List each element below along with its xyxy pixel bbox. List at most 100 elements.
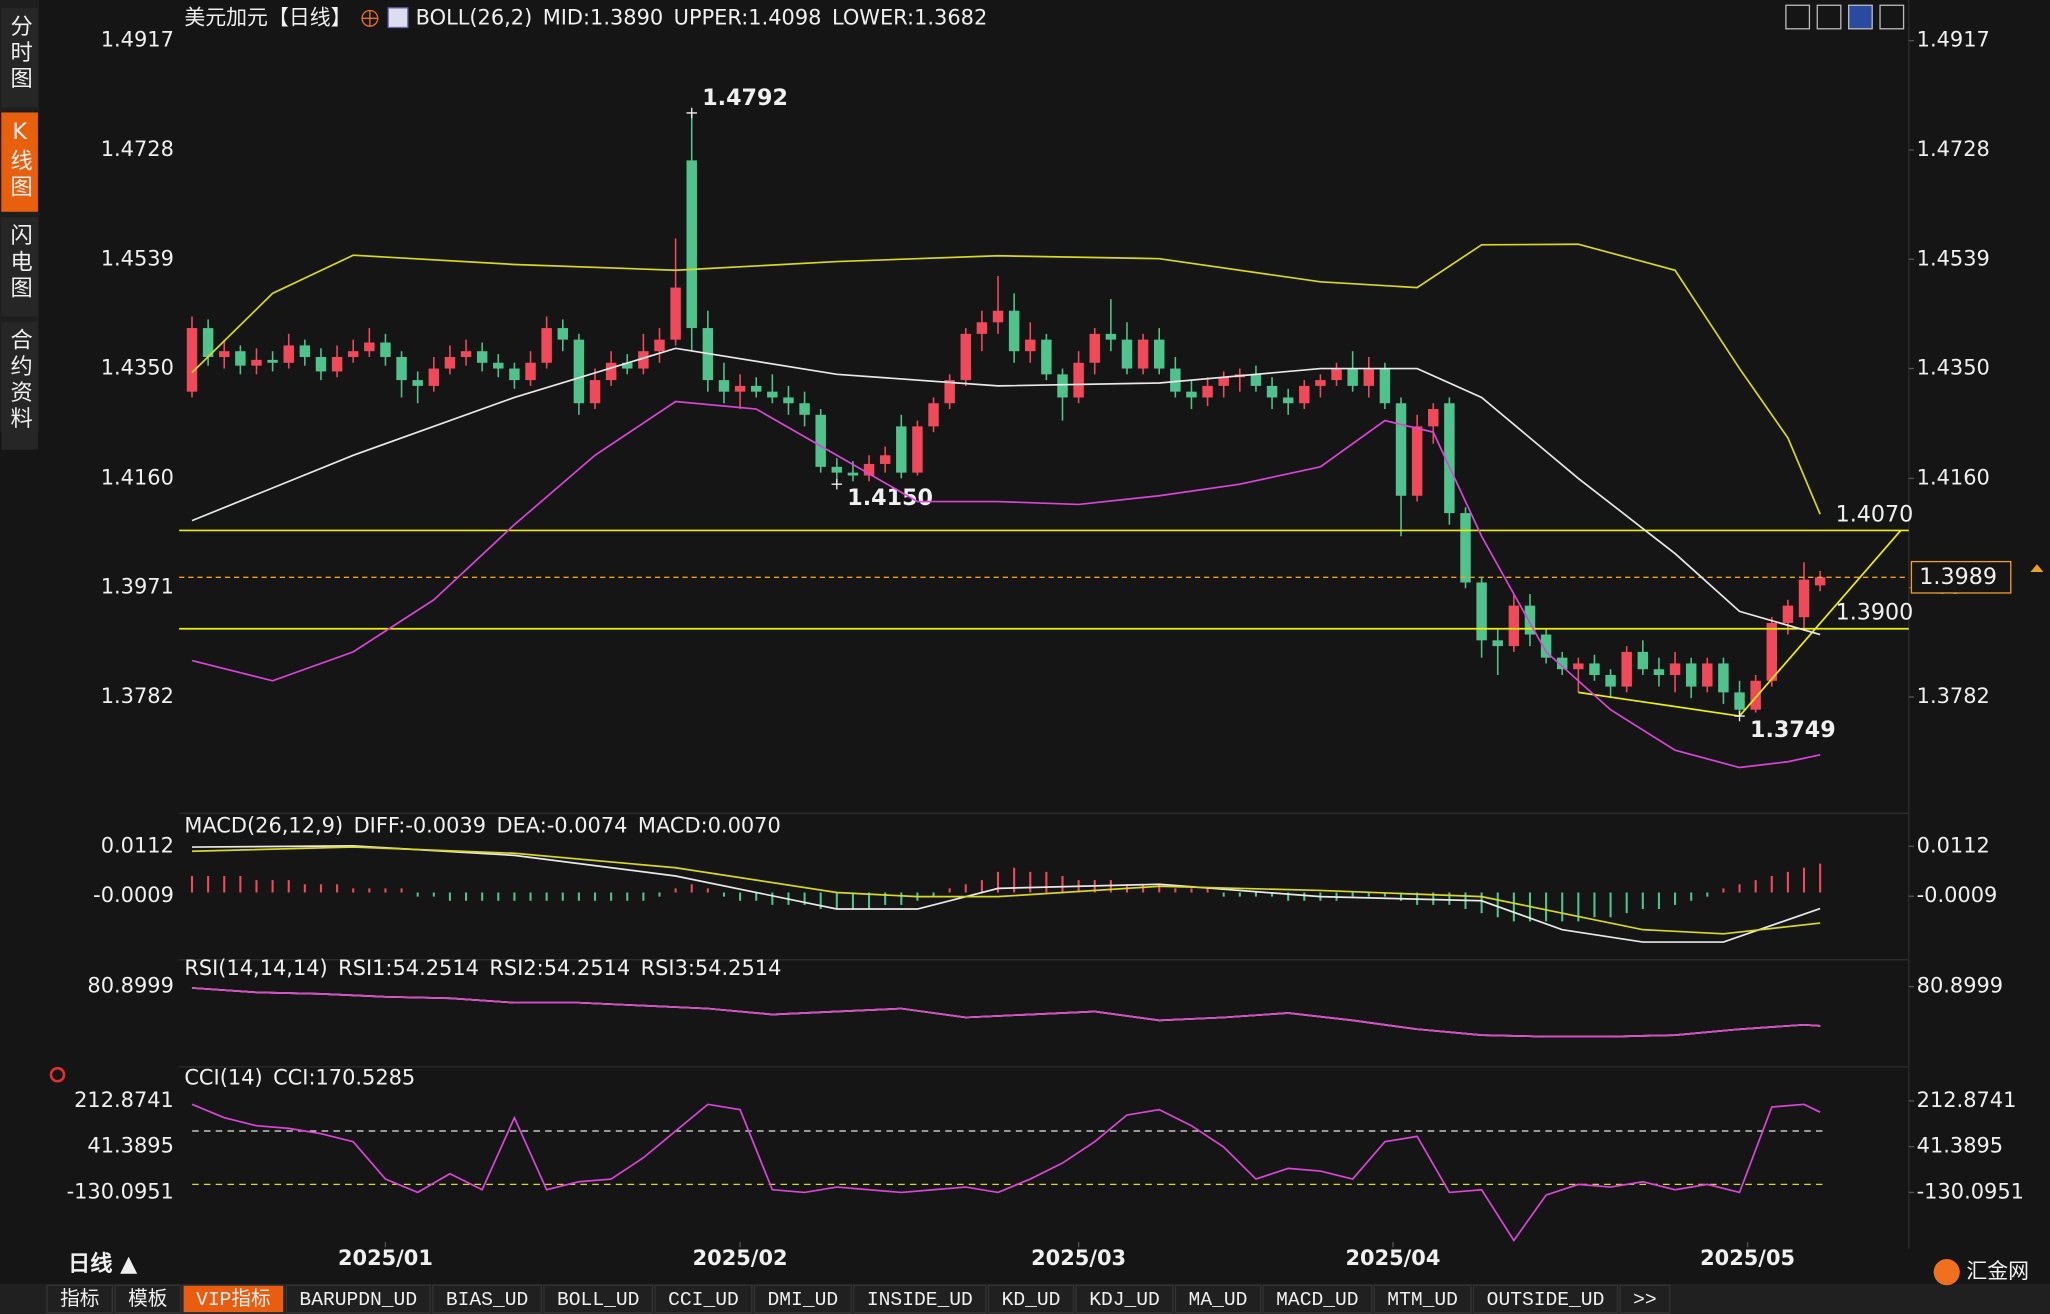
y-tick-label: 80.8999 [87, 974, 173, 998]
candle-body [1524, 605, 1536, 635]
candle-body [1008, 310, 1020, 352]
candle-body [1718, 663, 1729, 693]
logo: 汇金网 [1966, 1259, 2029, 1283]
bottom-tab[interactable] [1262, 1284, 1373, 1314]
bottom-tab-label[interactable]: BIAS_UD [446, 1289, 528, 1311]
candle-body [960, 333, 972, 381]
bottom-tab[interactable] [285, 1284, 431, 1314]
bottom-tab[interactable] [543, 1284, 654, 1314]
icon[interactable] [1785, 4, 1811, 30]
side-tab[interactable] [1, 112, 38, 212]
y-tick-label-right: 80.8999 [1917, 974, 2003, 998]
side-tab-label[interactable]: 合约资料 [7, 328, 33, 433]
y-tick-label: 41.3895 [87, 1134, 173, 1158]
bottom-tab-label[interactable]: VIP指标 [196, 1288, 271, 1311]
bottom-tab-label[interactable]: CCI_UD [668, 1289, 739, 1311]
side-tab-label[interactable]: 闪电图 [7, 223, 33, 302]
candle-body [638, 351, 649, 369]
y-tick-label-right: -0.0009 [1917, 883, 1998, 907]
bottom-tab[interactable] [1373, 1284, 1472, 1314]
last-price-box [1910, 560, 2012, 594]
x-tick-label: 2025/02 [693, 1246, 788, 1270]
bottom-tab[interactable] [114, 1284, 182, 1314]
icon[interactable] [1848, 4, 1873, 30]
icon[interactable] [1879, 4, 1905, 30]
indicator-line [191, 400, 1821, 769]
candle-body [1476, 582, 1487, 641]
bottom-tab[interactable] [654, 1284, 753, 1314]
side-tab-label[interactable]: 分时图 [7, 14, 33, 93]
side-tab[interactable] [1, 7, 38, 108]
bottom-tab-label[interactable]: >> [1633, 1289, 1657, 1311]
bottom-tab[interactable] [853, 1284, 987, 1314]
candle-body [1508, 605, 1520, 647]
bottom-tab[interactable] [753, 1284, 852, 1314]
candle-body [718, 380, 730, 392]
candle-body [1057, 374, 1068, 398]
bottom-tab[interactable] [1619, 1284, 1671, 1314]
indicator-line [191, 243, 1821, 515]
icon[interactable] [1816, 4, 1842, 30]
candle-body [1395, 403, 1407, 496]
y-tick-label: 0.0112 [101, 833, 174, 857]
cci-icon [49, 1066, 66, 1083]
candle-body [1702, 663, 1713, 687]
logo-icon [1933, 1259, 1960, 1286]
candle-body [896, 426, 907, 473]
candle-body [283, 345, 294, 363]
candle-body [928, 403, 939, 427]
bottom-tab-label[interactable]: OUTSIDE_UD [1487, 1289, 1605, 1311]
y-tick-label-right: 0.0112 [1917, 833, 1990, 857]
bottom-tab-label[interactable]: BARUPDN_UD [299, 1289, 417, 1311]
candle-body [992, 310, 1004, 323]
x-tick-label: 2025/04 [1345, 1246, 1440, 1270]
candle-body [976, 322, 988, 334]
candle-body [863, 463, 875, 476]
indicator-line [191, 845, 1821, 943]
candle-body [1186, 391, 1197, 398]
legend-text: RSI2:54.2514 [489, 956, 630, 980]
side-tab[interactable] [1, 217, 38, 317]
y-tick-label: 1.3782 [101, 684, 174, 708]
bottom-tab-label[interactable]: MTM_UD [1387, 1289, 1458, 1311]
candle-body [460, 351, 472, 357]
candle-body [299, 345, 311, 357]
bottom-tab-label[interactable]: 指标 [60, 1288, 99, 1311]
bottom-tab[interactable] [1075, 1284, 1174, 1314]
bottom-tab[interactable] [1174, 1284, 1262, 1314]
bottom-tab[interactable] [987, 1284, 1075, 1314]
side-tab-label[interactable]: K线图 [7, 119, 33, 201]
bottom-tab-label[interactable]: MA_UD [1189, 1289, 1248, 1311]
bottom-tab-label[interactable]: KD_UD [1002, 1289, 1061, 1311]
y-tick-label: -0.0009 [93, 883, 174, 907]
x-tick-label: 2025/01 [338, 1246, 433, 1270]
indicator-line [191, 1103, 1821, 1242]
candle-body [1299, 385, 1310, 404]
bottom-tab[interactable] [1472, 1284, 1619, 1314]
candle-body [412, 380, 423, 386]
period-button[interactable]: 日线 ▲ [68, 1250, 138, 1277]
bottom-tab-label[interactable]: DMI_UD [768, 1289, 839, 1311]
candle-body [1379, 368, 1391, 404]
bottom-tab-label[interactable]: 模板 [128, 1288, 167, 1311]
candle-body [1669, 663, 1681, 676]
side-tab[interactable] [1, 321, 38, 450]
indicator-icon [387, 7, 409, 29]
bottom-tab-label[interactable]: BOLL_UD [557, 1289, 639, 1311]
candle-body [1428, 409, 1439, 427]
bottom-tab[interactable] [46, 1284, 114, 1314]
legend-text: CCI:170.5285 [273, 1066, 415, 1090]
candle-body [396, 356, 407, 381]
bottom-tab-label[interactable]: MACD_UD [1276, 1289, 1358, 1311]
candle-body [476, 351, 488, 363]
candle-body [1073, 362, 1084, 398]
candle-body [251, 359, 262, 366]
bottom-tab[interactable] [182, 1284, 285, 1314]
bottom-tab-label[interactable]: INSIDE_UD [867, 1289, 973, 1311]
candle-body [1750, 680, 1761, 710]
bottom-tab-label[interactable]: KDJ_UD [1089, 1289, 1160, 1311]
toolbar-icons[interactable] [1785, 4, 1905, 30]
bottom-tab[interactable] [432, 1284, 542, 1314]
extreme-label: 1.4792 [702, 85, 788, 111]
candle-body [1347, 368, 1358, 386]
